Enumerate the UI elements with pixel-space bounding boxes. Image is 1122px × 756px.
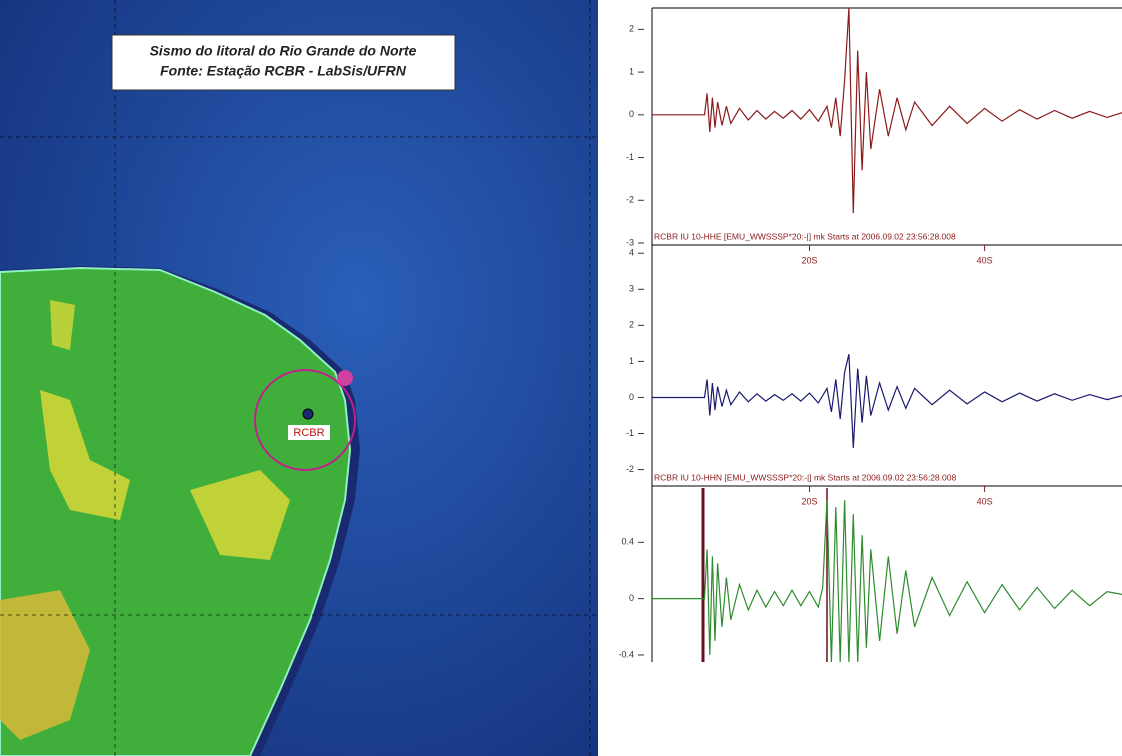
- y-tick-label: -1: [626, 428, 634, 438]
- y-tick-label: 4: [629, 248, 634, 258]
- station-label: RCBR: [293, 427, 324, 439]
- y-tick-label: 0: [629, 392, 634, 402]
- y-tick-label: 0: [629, 593, 634, 603]
- y-tick-label: 2: [629, 320, 634, 330]
- x-tick-label: 20S: [802, 496, 818, 506]
- y-tick-label: 2: [629, 24, 634, 34]
- map: Sismo do litoral do Rio Grande do Norte …: [0, 0, 598, 756]
- x-tick-label: 40S: [977, 496, 993, 506]
- y-tick-label: 3: [629, 284, 634, 294]
- y-tick-label: -1: [626, 152, 634, 162]
- y-tick-label: -3: [626, 237, 634, 247]
- waveform: [652, 354, 1122, 448]
- waveform: [652, 8, 1122, 213]
- waveform: [652, 500, 1122, 662]
- panel-caption: RCBR IU 10-HHN [EMU_WWSSSP*20:-|] mk Sta…: [654, 472, 956, 482]
- map-title: Sismo do litoral do Rio Grande do Norte: [150, 43, 417, 59]
- y-tick-label: -2: [626, 195, 634, 205]
- y-tick-label: 1: [629, 66, 634, 76]
- panel-caption: RCBR IU 10-HHE [EMU_WWSSSP*20:-|] mk Sta…: [654, 231, 956, 241]
- y-tick-label: 0: [629, 109, 634, 119]
- y-tick-label: -2: [626, 464, 634, 474]
- y-tick-label: -0.4: [618, 649, 634, 659]
- figure: Sismo do litoral do Rio Grande do Norte …: [0, 0, 1122, 756]
- x-tick-label: 40S: [977, 255, 993, 265]
- x-tick-label: 20S: [802, 255, 818, 265]
- y-tick-label: 0.4: [621, 537, 634, 547]
- map-subtitle: Fonte: Estação RCBR - LabSis/UFRN: [160, 63, 407, 79]
- y-tick-label: 1: [629, 356, 634, 366]
